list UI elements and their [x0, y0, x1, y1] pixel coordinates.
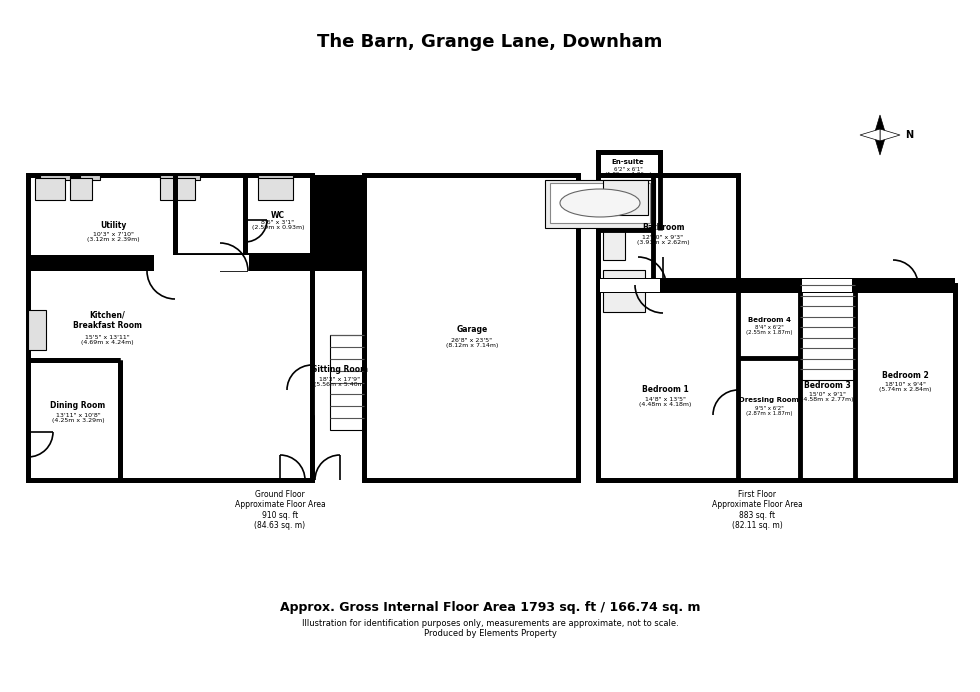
Bar [258, 175, 293, 180]
Text: En-suite: En-suite [612, 159, 644, 165]
Bar [598, 152, 660, 175]
Text: Illustration for identification purposes only, measurements are approximate, not: Illustration for identification purposes… [302, 619, 678, 628]
Text: Approx. Gross Internal Floor Area 1793 sq. ft / 166.74 sq. m: Approx. Gross Internal Floor Area 1793 s… [279, 601, 701, 614]
Bar [28, 175, 312, 480]
Text: The Barn, Grange Lane, Downham: The Barn, Grange Lane, Downham [318, 33, 662, 51]
Text: 10'3" x 7'10"
(3.12m x 2.39m): 10'3" x 7'10" (3.12m x 2.39m) [86, 232, 139, 242]
Text: N: N [905, 130, 913, 140]
Bar [28, 256, 364, 270]
Bar [160, 178, 195, 200]
Ellipse shape [560, 189, 640, 217]
Text: 12'10" x 9'3"
(3.93m x 2.62m): 12'10" x 9'3" (3.93m x 2.62m) [637, 235, 689, 246]
Text: Bedroom 1: Bedroom 1 [642, 385, 688, 394]
Text: Bedroom 4: Bedroom 4 [748, 317, 791, 323]
Text: Bedroom 2: Bedroom 2 [882, 370, 928, 379]
Polygon shape [860, 129, 880, 141]
Bar [550, 183, 650, 223]
Bar [598, 285, 955, 480]
Polygon shape [874, 135, 886, 155]
Text: 18'10" x 9'4"
(5.74m x 2.84m): 18'10" x 9'4" (5.74m x 2.84m) [879, 381, 931, 392]
Bar [310, 175, 366, 269]
Text: Garage: Garage [457, 325, 488, 334]
Bar [80, 175, 100, 180]
Text: Produced by Elements Property: Produced by Elements Property [423, 630, 557, 639]
Text: 8'4" x 6'2"
(2.55m x 1.87m): 8'4" x 6'2" (2.55m x 1.87m) [746, 325, 792, 336]
Bar [154, 255, 249, 271]
Bar [28, 256, 322, 270]
Bar [28, 175, 312, 480]
Polygon shape [874, 115, 886, 135]
Text: 8'6" x 3'1"
(2.59m x 0.93m): 8'6" x 3'1" (2.59m x 0.93m) [252, 219, 304, 230]
Text: 15'5" x 13'11"
(4.69m x 4.24m): 15'5" x 13'11" (4.69m x 4.24m) [80, 335, 133, 345]
Text: First Floor
Approximate Floor Area
883 sq. ft
(82.11 sq. m): First Floor Approximate Floor Area 883 s… [711, 490, 803, 530]
Text: 15'0" x 9'1"
(4.58m x 2.77m): 15'0" x 9'1" (4.58m x 2.77m) [801, 392, 854, 403]
Text: Ground Floor
Approximate Floor Area
910 sq. ft
(84.63 sq. m): Ground Floor Approximate Floor Area 910 … [234, 490, 325, 530]
Bar [603, 180, 648, 215]
Text: Bedroom 3: Bedroom 3 [804, 381, 851, 390]
Text: Dining Room: Dining Room [50, 401, 106, 410]
Bar [800, 285, 855, 380]
Bar [603, 230, 625, 260]
Bar [600, 279, 660, 292]
Bar [160, 175, 200, 180]
Text: Utility: Utility [100, 221, 126, 230]
Bar [28, 255, 364, 271]
Text: 18'3" x 17'9"
(5.56m x 5.40m): 18'3" x 17'9" (5.56m x 5.40m) [314, 376, 367, 388]
Text: Kitchen/
Breakfast Room: Kitchen/ Breakfast Room [73, 310, 141, 329]
Bar [545, 180, 655, 228]
Text: Sitting Room: Sitting Room [312, 365, 368, 374]
Bar [598, 175, 738, 285]
Bar [598, 175, 738, 285]
Text: 6'2" x 6'1"
(1.89m x 1.86m): 6'2" x 6'1" (1.89m x 1.86m) [605, 167, 652, 177]
Text: 9'5" x 6'2"
(2.87m x 1.87m): 9'5" x 6'2" (2.87m x 1.87m) [746, 406, 792, 417]
Polygon shape [880, 129, 900, 141]
Bar [598, 152, 660, 175]
Bar [330, 335, 364, 430]
Bar [314, 270, 362, 478]
Text: 13'11" x 10'8"
(4.25m x 3.29m): 13'11" x 10'8" (4.25m x 3.29m) [52, 412, 104, 424]
Text: 14'8" x 13'5"
(4.48m x 4.18m): 14'8" x 13'5" (4.48m x 4.18m) [639, 397, 691, 408]
Bar [28, 310, 46, 350]
Bar [598, 285, 955, 480]
Bar [598, 278, 955, 293]
Bar [35, 178, 65, 200]
Bar [364, 175, 578, 480]
Bar [40, 175, 70, 180]
Bar [70, 178, 92, 200]
Bar [364, 175, 578, 480]
Text: WC: WC [271, 210, 285, 219]
Bar [258, 178, 293, 200]
Text: Dressing Room: Dressing Room [739, 397, 799, 403]
Bar [603, 270, 645, 312]
Text: 26'8" x 23'5"
(8.12m x 7.14m): 26'8" x 23'5" (8.12m x 7.14m) [446, 338, 498, 348]
Bar [802, 279, 852, 292]
Text: Bathroom: Bathroom [642, 224, 684, 233]
